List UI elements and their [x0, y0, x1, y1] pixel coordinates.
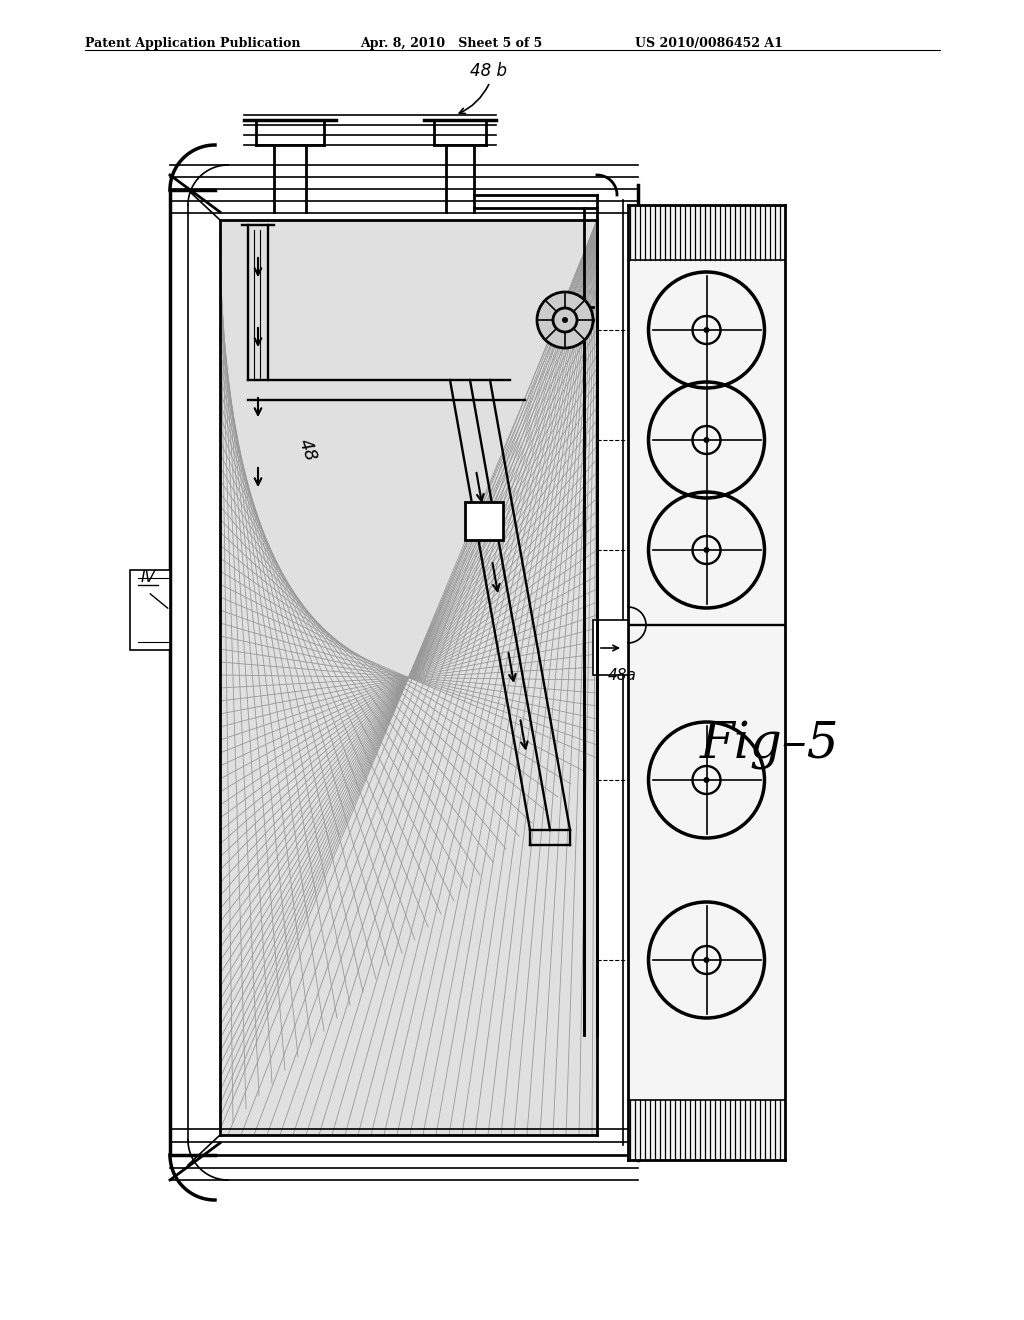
- Text: IV: IV: [140, 569, 156, 585]
- Text: 48a: 48a: [608, 668, 637, 682]
- Circle shape: [703, 957, 710, 964]
- Text: Apr. 8, 2010   Sheet 5 of 5: Apr. 8, 2010 Sheet 5 of 5: [360, 37, 543, 50]
- Text: 48 b: 48 b: [469, 62, 507, 81]
- Circle shape: [562, 317, 568, 323]
- Polygon shape: [628, 205, 785, 1160]
- Circle shape: [703, 327, 710, 333]
- Circle shape: [703, 546, 710, 553]
- Bar: [593, 620, 628, 675]
- Text: US 2010/0086452 A1: US 2010/0086452 A1: [635, 37, 783, 50]
- Text: Fig–5: Fig–5: [700, 721, 840, 770]
- Circle shape: [703, 437, 710, 444]
- Circle shape: [537, 292, 593, 348]
- Circle shape: [703, 777, 710, 783]
- Bar: [465, 502, 503, 540]
- Text: 48: 48: [295, 436, 319, 463]
- Bar: [130, 570, 170, 649]
- Polygon shape: [220, 220, 597, 1135]
- Text: Patent Application Publication: Patent Application Publication: [85, 37, 300, 50]
